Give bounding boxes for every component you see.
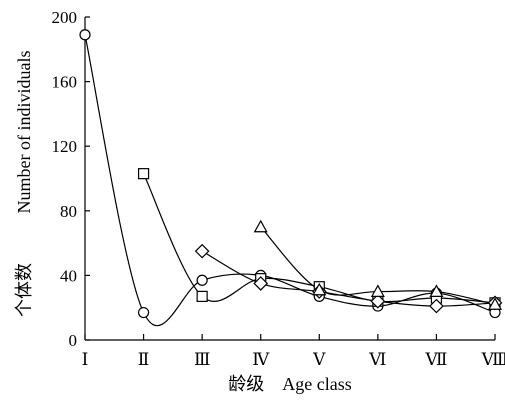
y-tick-label: 0	[69, 331, 78, 350]
triangle-marker	[253, 219, 268, 233]
circle-marker	[137, 306, 150, 319]
x-tick-label: Ⅵ	[368, 350, 386, 369]
y-tick-label: 160	[52, 73, 78, 92]
circle-marker	[79, 29, 91, 41]
triangle-marker	[312, 282, 327, 296]
y-axis-title-cn: 个体数	[14, 263, 34, 317]
x-tick-label: Ⅷ	[481, 350, 505, 369]
series-diamond-markers	[194, 243, 503, 314]
x-tick-label: Ⅶ	[424, 350, 447, 369]
square-marker	[196, 290, 208, 302]
x-ticks: Ⅰ Ⅱ Ⅲ Ⅳ Ⅴ Ⅵ Ⅶ Ⅷ	[82, 334, 505, 369]
triangle-marker	[487, 297, 503, 310]
diamond-marker	[429, 298, 444, 314]
axes	[84, 17, 495, 341]
diamond-marker	[194, 243, 210, 259]
y-tick-label: 80	[60, 202, 77, 221]
y-tick-label: 120	[52, 137, 78, 156]
x-tick-label: Ⅱ	[138, 350, 150, 369]
series-diamond	[201, 250, 496, 307]
y-ticks: 0 40 80 120 160 200	[52, 8, 90, 350]
x-tick-label: Ⅴ	[312, 350, 326, 369]
series-triangle-markers	[253, 219, 503, 310]
diamond-marker	[370, 293, 386, 309]
x-tick-label: Ⅲ	[194, 350, 210, 369]
square-marker	[137, 168, 150, 180]
diamond-marker	[253, 276, 269, 291]
triangle-marker	[429, 284, 444, 297]
x-tick-label: Ⅰ	[82, 350, 89, 369]
y-tick-label: 40	[60, 266, 77, 285]
series-line	[201, 250, 496, 307]
series-layer	[79, 29, 503, 327]
circle-marker	[196, 274, 208, 286]
y-axis-title-en: Number of individuals	[14, 51, 34, 214]
x-tick-label: Ⅳ	[252, 350, 270, 369]
triangle-marker	[370, 284, 385, 297]
x-axis-title: 龄级 Age class	[228, 374, 351, 394]
y-tick-label: 200	[52, 8, 78, 27]
